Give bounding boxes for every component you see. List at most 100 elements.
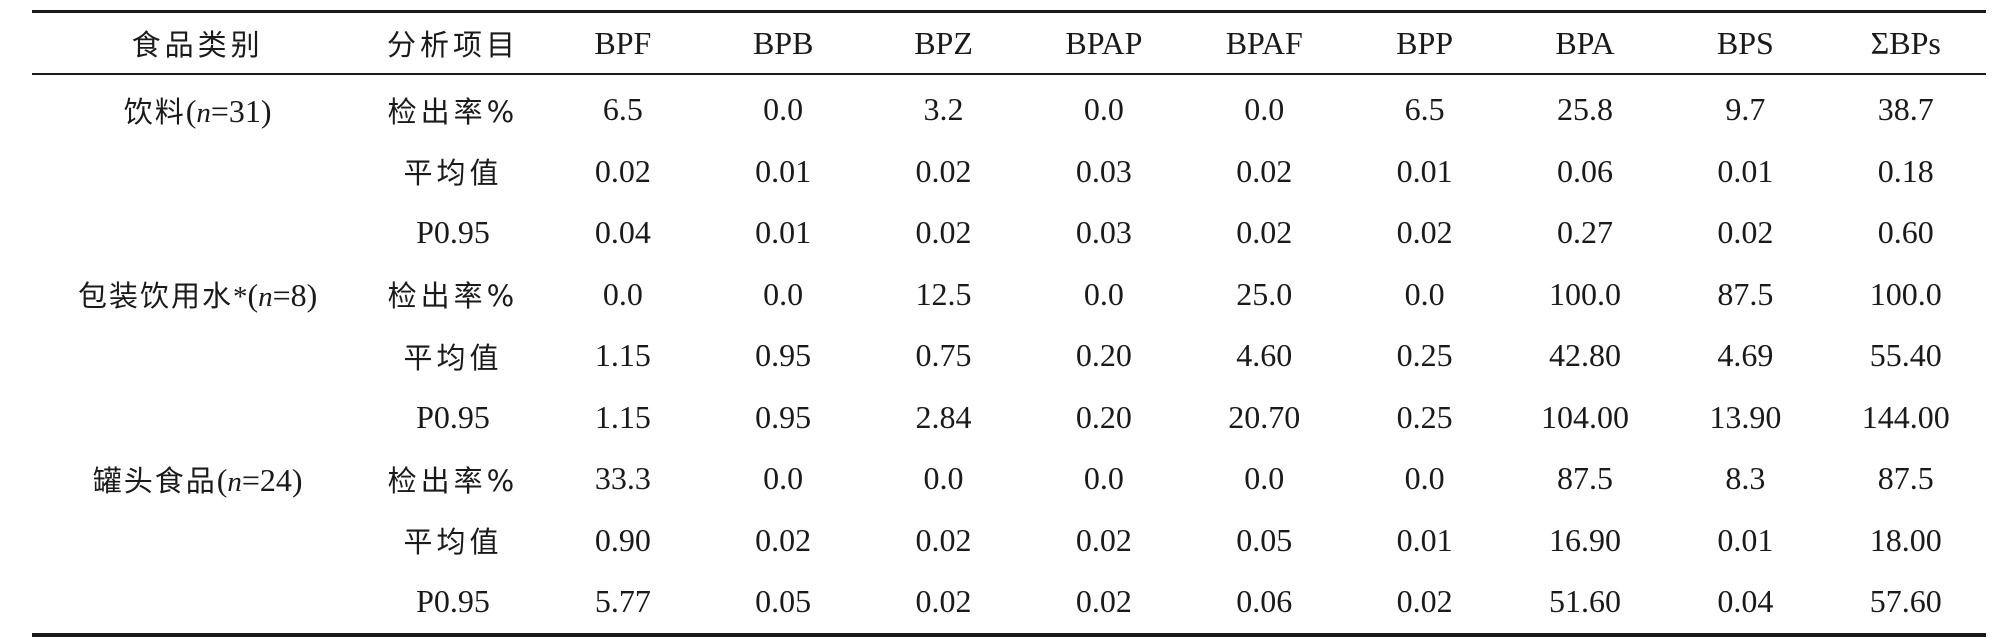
category-n-label: n xyxy=(258,281,273,314)
table-cell: 55.40 xyxy=(1869,337,1942,374)
table-top-rule xyxy=(32,10,1986,13)
table-cell: 0.25 xyxy=(1396,398,1453,435)
row-item: 检出率% xyxy=(387,94,519,129)
table-row: 平均值 0.02 0.01 0.02 0.03 0.02 0.01 0.06 0.01 0.18 xyxy=(32,141,1986,203)
table-body: 饮料(n=31) 检出率% 6.5 0.0 3.2 0.0 0.0 6.5 25.8 9.7 38.… xyxy=(32,75,1986,633)
table-cell: 87.5 xyxy=(1556,460,1613,497)
header-col-5: BPP xyxy=(1396,24,1454,61)
table-cell: 100.0 xyxy=(1548,275,1621,312)
table-cell: 0.20 xyxy=(1075,337,1132,374)
table-cell: 0.0 xyxy=(1404,275,1445,312)
table-cell: 0.02 xyxy=(1075,521,1132,558)
table-row: P0.95 5.77 0.05 0.02 0.02 0.06 0.02 51.60 0.04 57… xyxy=(32,571,1986,633)
row-item: 平均值 xyxy=(403,156,503,191)
header-item: 分析项目 xyxy=(386,28,519,62)
table-cell: 0.01 xyxy=(755,152,812,189)
table-cell: 0.0 xyxy=(602,275,643,312)
table-cell: 0.90 xyxy=(594,521,651,558)
table-cell: 87.5 xyxy=(1717,275,1774,312)
bisphenol-table: 食品类别 分析项目 BPF BPB BPZ BPAP BPAF BPP BPA BPS ΣBPs… xyxy=(32,13,1986,633)
table-cell: 0.0 xyxy=(1244,460,1285,497)
row-category-empty xyxy=(32,510,363,572)
row-category-empty xyxy=(32,202,363,264)
row-item: P0.95 xyxy=(416,214,490,251)
table-cell: 0.02 xyxy=(755,521,812,558)
table-cell: 0.03 xyxy=(1075,214,1132,251)
table-cell: 0.0 xyxy=(763,91,804,128)
table-cell: 0.02 xyxy=(1717,214,1774,251)
table-cell: 144.00 xyxy=(1861,398,1950,435)
table-cell: 57.60 xyxy=(1869,583,1942,620)
row-category-empty xyxy=(32,325,363,387)
table-cell: 13.90 xyxy=(1709,398,1782,435)
table-cell: 0.0 xyxy=(1083,91,1124,128)
table-cell: 0.06 xyxy=(1236,583,1293,620)
table-cell: 0.0 xyxy=(923,460,964,497)
table-cell: 0.25 xyxy=(1396,337,1453,374)
table-cell: 6.5 xyxy=(1404,91,1445,128)
table-cell: 4.60 xyxy=(1236,337,1293,374)
table-cell: 100.0 xyxy=(1869,275,1942,312)
category-n-label: n xyxy=(227,465,242,498)
row-item: P0.95 xyxy=(416,398,490,435)
header-col-3: BPAP xyxy=(1065,24,1143,61)
table-row: 罐头食品(n=24) 检出率% 33.3 0.0 0.0 0.0 0.0 0.0 87.5 8.3… xyxy=(32,448,1986,510)
table-cell: 1.15 xyxy=(594,337,651,374)
row-item: 平均值 xyxy=(403,525,503,560)
category-name: 饮料 xyxy=(123,94,186,129)
header-row: 食品类别 分析项目 BPF BPB BPZ BPAP BPAF BPP BPA BPS ΣBPs xyxy=(32,13,1986,73)
table-cell: 0.60 xyxy=(1877,214,1934,251)
table-cell: 6.5 xyxy=(602,91,643,128)
table-cell: 0.02 xyxy=(594,152,651,189)
table-cell: 38.7 xyxy=(1877,91,1934,128)
header-col-4: BPAF xyxy=(1225,24,1303,61)
row-item: 平均值 xyxy=(403,340,503,375)
table-cell: 0.02 xyxy=(1396,214,1453,251)
table-row: 平均值 0.90 0.02 0.02 0.02 0.05 0.01 16.90 0.01 18.0… xyxy=(32,510,1986,572)
table-cell: 0.02 xyxy=(915,583,972,620)
table-cell: 0.0 xyxy=(763,460,804,497)
row-category-empty xyxy=(32,571,363,633)
row-item: P0.95 xyxy=(416,583,490,620)
row-category-empty xyxy=(32,141,363,203)
table-cell: 0.0 xyxy=(763,275,804,312)
table-cell: 51.60 xyxy=(1548,583,1621,620)
table-cell: 4.69 xyxy=(1717,337,1774,374)
row-category: 包装饮用水*(n=8) xyxy=(77,277,318,314)
category-footnote-mark: * xyxy=(232,281,248,314)
table-cell: 0.05 xyxy=(755,583,812,620)
header-col-1: BPB xyxy=(752,24,814,61)
table-cell: 0.01 xyxy=(1717,521,1774,558)
table-cell: 0.04 xyxy=(594,214,651,251)
table-cell: 0.02 xyxy=(1075,583,1132,620)
table-row: 包装饮用水*(n=8) 检出率% 0.0 0.0 12.5 0.0 25.0 0.0 100.0… xyxy=(32,264,1986,326)
header-divider-rule xyxy=(32,73,1986,75)
header-category: 食品类别 xyxy=(131,28,264,62)
table-cell: 9.7 xyxy=(1725,91,1766,128)
table-cell: 18.00 xyxy=(1869,521,1942,558)
row-item: 检出率% xyxy=(387,463,519,498)
row-category: 饮料(n=31) xyxy=(123,92,272,129)
table-row: P0.95 1.15 0.95 2.84 0.20 20.70 0.25 104.00 13.9… xyxy=(32,387,1986,449)
table-cell: 0.02 xyxy=(915,521,972,558)
table-cell: 0.0 xyxy=(1083,275,1124,312)
table-cell: 2.84 xyxy=(915,398,972,435)
table-cell: 87.5 xyxy=(1877,460,1934,497)
header-col-8: ΣBPs xyxy=(1870,24,1941,61)
row-item: 检出率% xyxy=(387,279,519,314)
table-cell: 0.02 xyxy=(1236,152,1293,189)
category-n-label: n xyxy=(196,96,211,129)
category-n-value: =24 xyxy=(241,461,292,498)
header-col-6: BPA xyxy=(1555,24,1615,61)
table-cell: 8.3 xyxy=(1725,460,1766,497)
row-category: 罐头食品(n=24) xyxy=(92,461,303,498)
table-cell: 0.20 xyxy=(1075,398,1132,435)
table-cell: 3.2 xyxy=(923,91,964,128)
table-cell: 104.00 xyxy=(1540,398,1629,435)
table-row: 平均值 1.15 0.95 0.75 0.20 4.60 0.25 42.80 4.69 55.4… xyxy=(32,325,1986,387)
table-cell: 0.01 xyxy=(1396,152,1453,189)
table-cell: 42.80 xyxy=(1548,337,1621,374)
header-col-0: BPF xyxy=(594,24,652,61)
table-cell: 20.70 xyxy=(1228,398,1301,435)
table-cell: 0.27 xyxy=(1556,214,1613,251)
